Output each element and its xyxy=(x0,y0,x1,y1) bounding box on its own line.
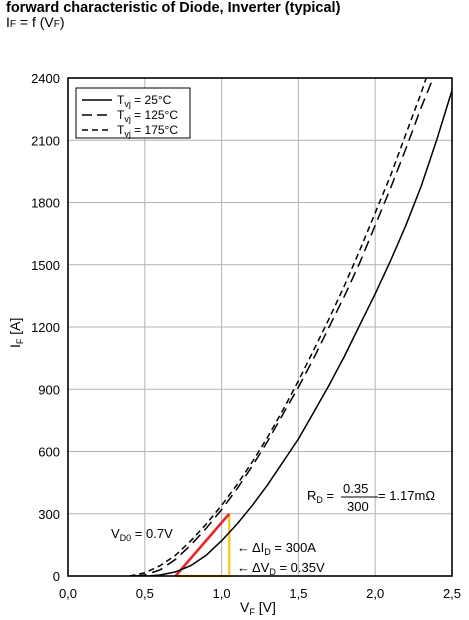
x-axis-label: VF [V] xyxy=(240,599,276,617)
y-tick-label: 2100 xyxy=(31,133,60,148)
tick-labels: 0,0 0,5 1,0 1,5 2,0 2,5 0 300 600 900 1200 1500 1800… xyxy=(31,71,461,601)
y-tick-label: 900 xyxy=(38,382,60,397)
chart-title: forward characteristic of Diode, Inverte… xyxy=(6,0,341,16)
x-tick-label: 0,5 xyxy=(136,586,154,601)
x-tick-label: 2,5 xyxy=(443,586,461,601)
legend: Tvj = 25°C Tvj = 125°C Tvj = 175°C xyxy=(75,87,191,139)
svg-text:= 1.17mΩ: = 1.17mΩ xyxy=(378,488,435,503)
legend-label-25: Tvj = 25°C xyxy=(117,93,172,109)
svg-text:300: 300 xyxy=(347,499,369,514)
series-line-1 xyxy=(135,78,435,576)
y-tick-label: 0 xyxy=(53,569,60,584)
legend-label-125: Tvj = 125°C xyxy=(117,108,178,124)
y-tick-label: 1200 xyxy=(31,320,60,335)
svg-text:0.35: 0.35 xyxy=(343,481,368,496)
chart-subtitle: IF = f (VF) xyxy=(6,14,65,30)
y-axis-label: IF [A] xyxy=(7,318,25,348)
y-tick-label: 1500 xyxy=(31,258,60,273)
annotation-rd: RD = 0.35 300 = 1.17mΩ xyxy=(307,481,435,514)
plot-frame xyxy=(67,77,453,577)
slope-line xyxy=(174,512,231,577)
x-tick-label: 0,0 xyxy=(59,586,77,601)
x-tick-label: 1,0 xyxy=(213,586,231,601)
series-line-0 xyxy=(147,90,452,576)
y-tick-label: 300 xyxy=(38,507,60,522)
annotation-delta-v: ← ΔVD = 0.35V xyxy=(237,560,325,577)
y-tick-label: 2400 xyxy=(31,71,60,86)
y-tick-label: 1800 xyxy=(31,196,60,211)
x-tick-label: 1,5 xyxy=(289,586,307,601)
x-tick-label: 2,0 xyxy=(366,586,384,601)
series-line-2 xyxy=(129,78,427,576)
svg-text:RD =: RD = xyxy=(307,488,334,505)
annotation-vd0: VD0 = 0.7V xyxy=(111,526,173,543)
legend-label-175: Tvj = 175°C xyxy=(117,123,178,139)
y-tick-label: 600 xyxy=(38,445,60,460)
annotation-delta-i: ← ΔID = 300A xyxy=(237,540,316,557)
series-curves xyxy=(129,78,452,576)
